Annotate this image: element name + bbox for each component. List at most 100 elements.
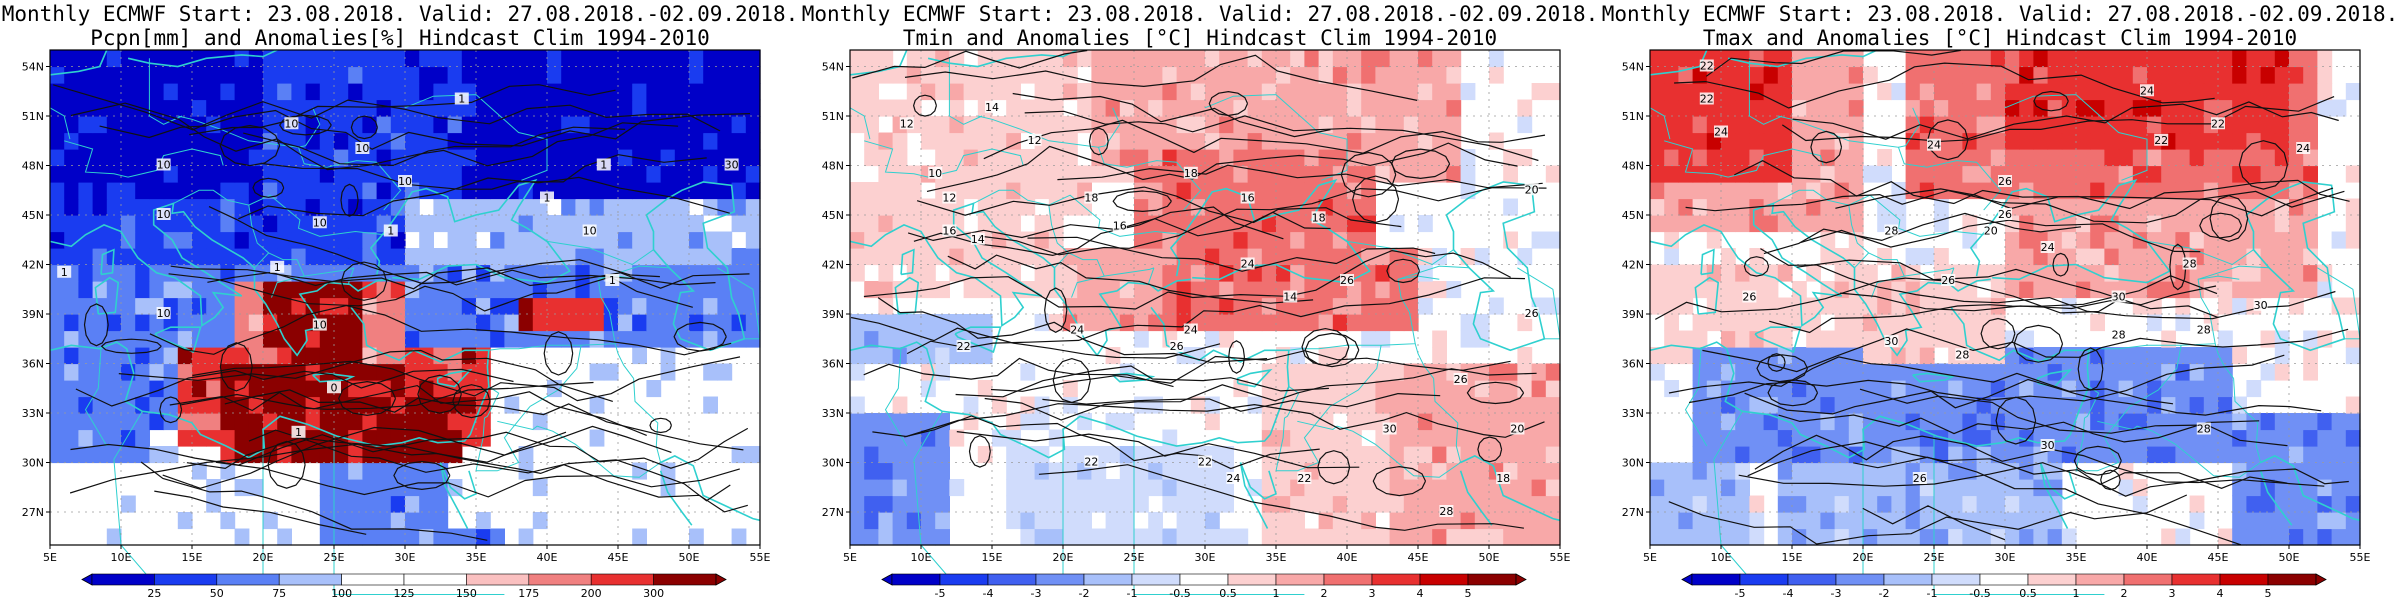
field-cell <box>1261 66 1277 84</box>
field-cell <box>632 83 647 101</box>
field-cell <box>447 66 463 84</box>
field-cell <box>376 512 392 530</box>
field-cell <box>2274 248 2290 266</box>
field-cell <box>589 182 605 200</box>
field-cell <box>433 99 449 117</box>
field-cell <box>1664 314 1679 332</box>
contour-label-bg <box>1226 472 1241 484</box>
field-cell <box>1692 347 1708 365</box>
contour-label: 22 <box>2211 117 2225 130</box>
field-cell <box>547 248 562 266</box>
field-cell <box>1503 363 1518 381</box>
field-cell <box>376 83 392 101</box>
field-cell <box>504 281 520 299</box>
field-cell <box>1474 528 1490 546</box>
field-cell <box>2061 281 2077 299</box>
field-cell <box>589 198 605 216</box>
field-cell <box>703 83 718 101</box>
field-cell <box>1332 380 1348 398</box>
field-cell <box>1134 198 1149 216</box>
field-cell <box>977 248 993 266</box>
field-cell <box>2260 165 2276 183</box>
field-cell <box>2047 281 2063 299</box>
country-border <box>1777 115 2002 211</box>
field-cell <box>850 264 865 282</box>
field-cell <box>2303 528 2318 546</box>
field-cell <box>64 215 79 233</box>
field-cell <box>1545 83 1561 101</box>
field-cell <box>1905 264 1921 282</box>
field-cell <box>405 215 420 233</box>
field-cell <box>362 512 378 530</box>
field-cell <box>1403 528 1419 546</box>
field-cell <box>1233 83 1249 101</box>
field-cell <box>2289 83 2304 101</box>
field-cell <box>1375 116 1391 134</box>
field-cell <box>461 165 477 183</box>
field-cell <box>1877 429 1892 447</box>
field-cell <box>106 446 122 464</box>
field-cell <box>660 149 676 167</box>
country-border <box>2214 343 2234 379</box>
field-cell <box>50 50 65 68</box>
field-cell <box>362 83 378 101</box>
field-cell <box>121 215 136 233</box>
colorbar-segment <box>466 573 530 586</box>
contour-label: 24 <box>1241 258 1255 271</box>
field-cell <box>632 66 647 84</box>
field-cell <box>1848 380 1864 398</box>
field-cell <box>362 462 378 480</box>
field-cell <box>447 429 463 447</box>
field-cell <box>1664 231 1679 249</box>
field-cell <box>121 264 136 282</box>
field-cell <box>1403 165 1419 183</box>
contour-line <box>1738 462 2349 497</box>
field-cell <box>1692 512 1708 530</box>
field-cell <box>2345 165 2361 183</box>
contour-line <box>340 261 388 301</box>
field-cell <box>1134 330 1149 348</box>
field-cell <box>1389 479 1405 497</box>
field-cell <box>745 83 761 101</box>
field-cell <box>603 66 619 84</box>
field-cell <box>2218 50 2233 68</box>
field-cell <box>892 396 908 414</box>
field-cell <box>1792 347 1807 365</box>
field-cell <box>64 396 79 414</box>
field-cell <box>248 396 264 414</box>
lon-tick-label: 55E <box>1550 551 1571 564</box>
field-cell <box>561 297 576 315</box>
field-cell <box>2076 165 2091 183</box>
field-cell <box>2289 50 2304 68</box>
contour-label-bg <box>1998 175 2012 187</box>
field-cell <box>476 66 491 84</box>
field-cell <box>1446 149 1462 167</box>
field-cell <box>1692 132 1708 150</box>
field-cell <box>2047 50 2063 68</box>
field-cell <box>50 446 65 464</box>
field-cell <box>949 116 965 134</box>
field-cell <box>106 347 122 365</box>
field-cell <box>1706 281 1722 299</box>
field-cell <box>532 512 548 530</box>
field-cell <box>2246 83 2262 101</box>
field-cell <box>2218 165 2233 183</box>
field-cell <box>2118 396 2134 414</box>
lat-tick-label: 36N <box>1622 358 1644 371</box>
field-cell <box>135 347 150 365</box>
field-cell <box>518 165 534 183</box>
field-cell <box>1735 264 1750 282</box>
field-cell <box>864 512 879 530</box>
field-cell <box>2132 66 2148 84</box>
field-cell <box>2132 380 2148 398</box>
lat-tick-label: 51N <box>822 110 844 123</box>
field-cell <box>1219 297 1234 315</box>
contour-line <box>1208 90 1249 117</box>
contour-label-bg <box>2040 241 2055 253</box>
field-cell <box>1650 149 1665 167</box>
field-cell <box>121 83 136 101</box>
field-cell <box>2260 83 2276 101</box>
field-cell <box>106 314 122 332</box>
field-cell <box>1891 528 1907 546</box>
field-cell <box>206 198 221 216</box>
